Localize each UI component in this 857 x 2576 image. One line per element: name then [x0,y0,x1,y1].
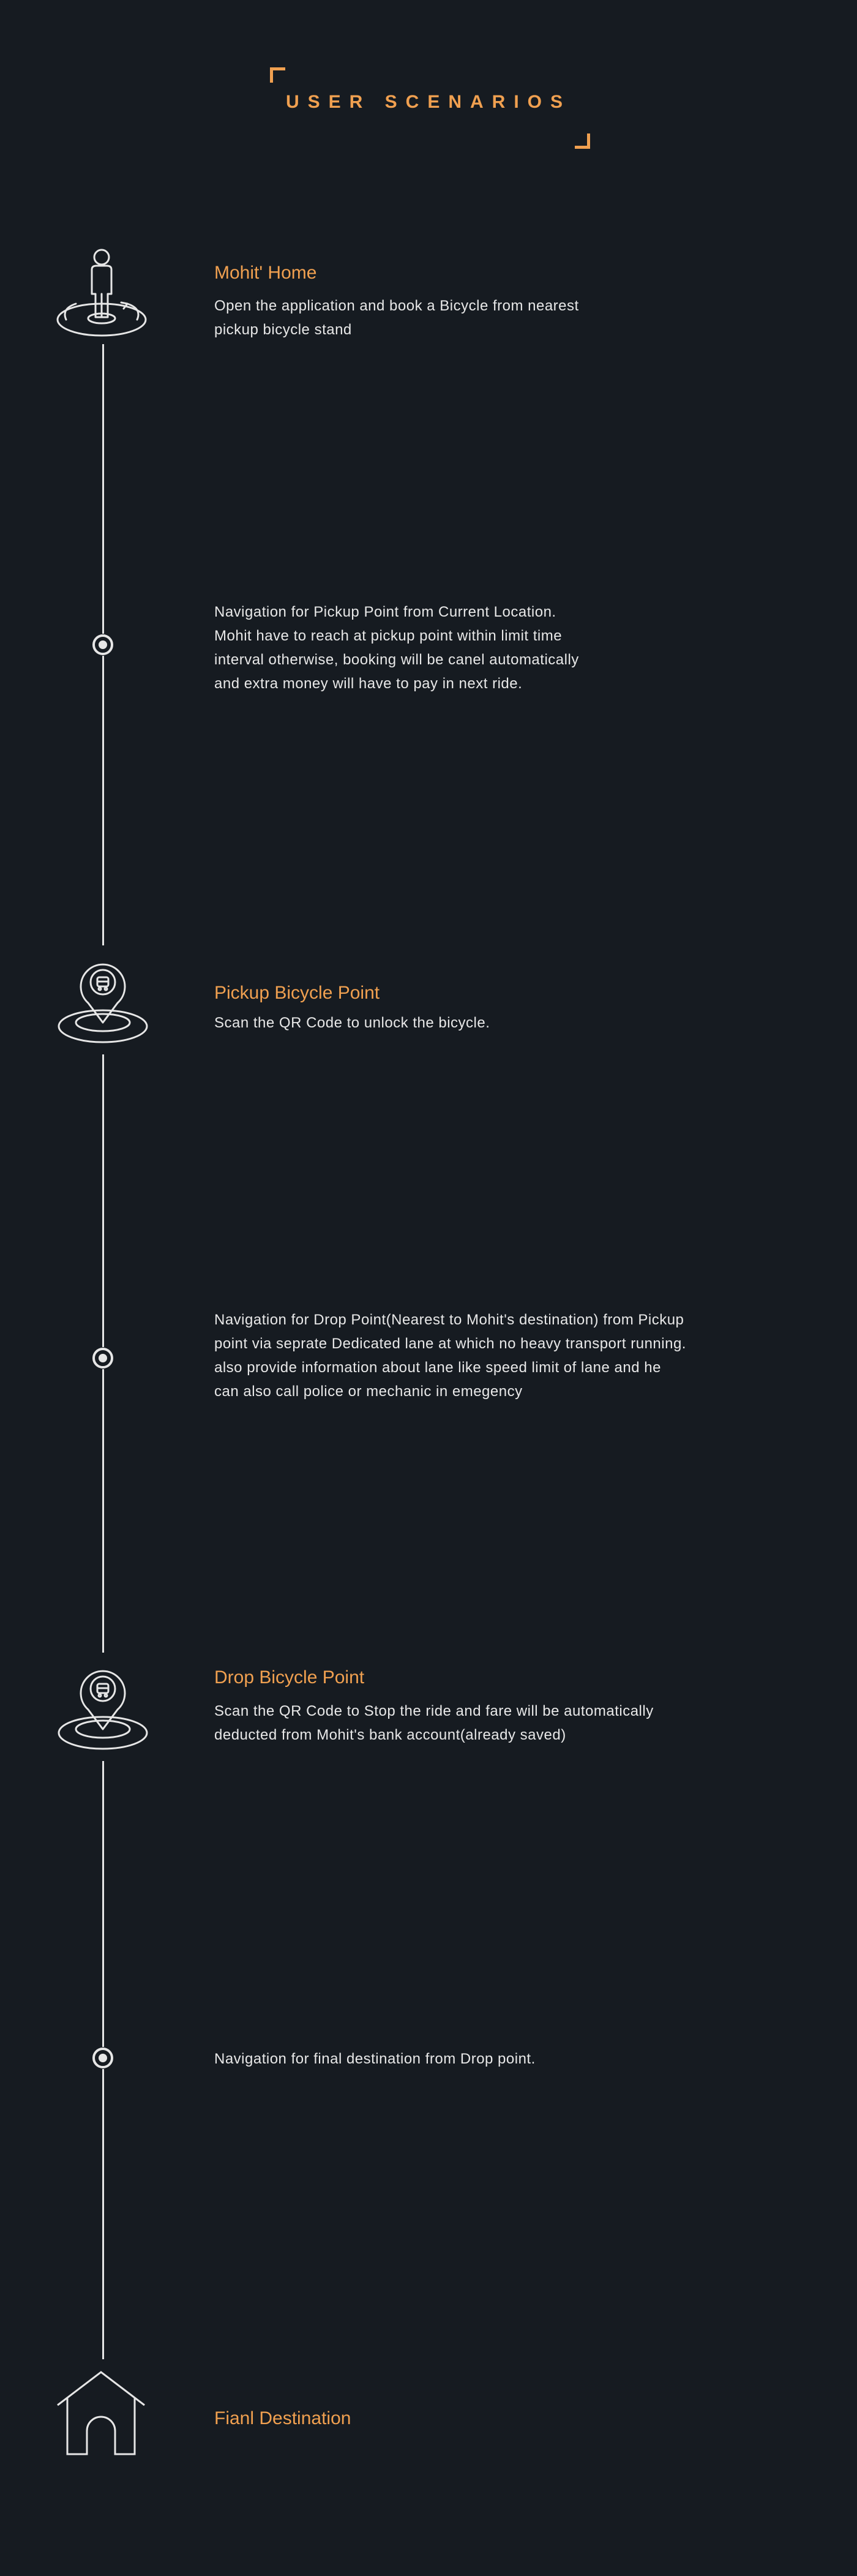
dot-marker-icon [92,2047,114,2069]
person-on-target-icon [54,245,153,344]
page-title: USER SCENARIOS [285,92,572,112]
step-description: Navigation for final destination from Dr… [214,2051,536,2067]
step-description: Scan the QR Code to Stop the ride and fa… [214,1703,654,1743]
step-title-drop-bicycle-point: Drop Bicycle Point [214,1667,365,1688]
dot-marker-icon [92,634,114,656]
step-title-pickup-bicycle-point: Pickup Bicycle Point [214,983,380,1003]
bicycle-map-pin-icon [54,1661,153,1759]
dot-marker-icon [92,1347,114,1369]
timeline-connector [102,344,104,634]
step-title-final-destination: Fianl Destination [214,2408,351,2428]
step-description: Navigation for Pickup Point from Current… [214,604,579,692]
timeline-connector [102,1054,104,1347]
timeline-connector [102,656,104,945]
step-title-mohits-home: Mohit' Home [214,263,317,283]
timeline-connector [102,1761,104,2047]
step-description: Scan the QR Code to unlock the bicycle. [214,1015,490,1031]
bicycle-map-pin-icon [54,954,153,1052]
timeline-connector [102,1369,104,1653]
step-description: Navigation for Drop Point(Nearest to Moh… [214,1312,686,1400]
house-icon [55,2370,147,2457]
timeline-connector [102,2069,104,2359]
header-bracket-bottom-right [575,133,590,149]
header-bracket-top-left [270,67,285,83]
step-description: Open the application and book a Bicycle … [214,298,579,338]
